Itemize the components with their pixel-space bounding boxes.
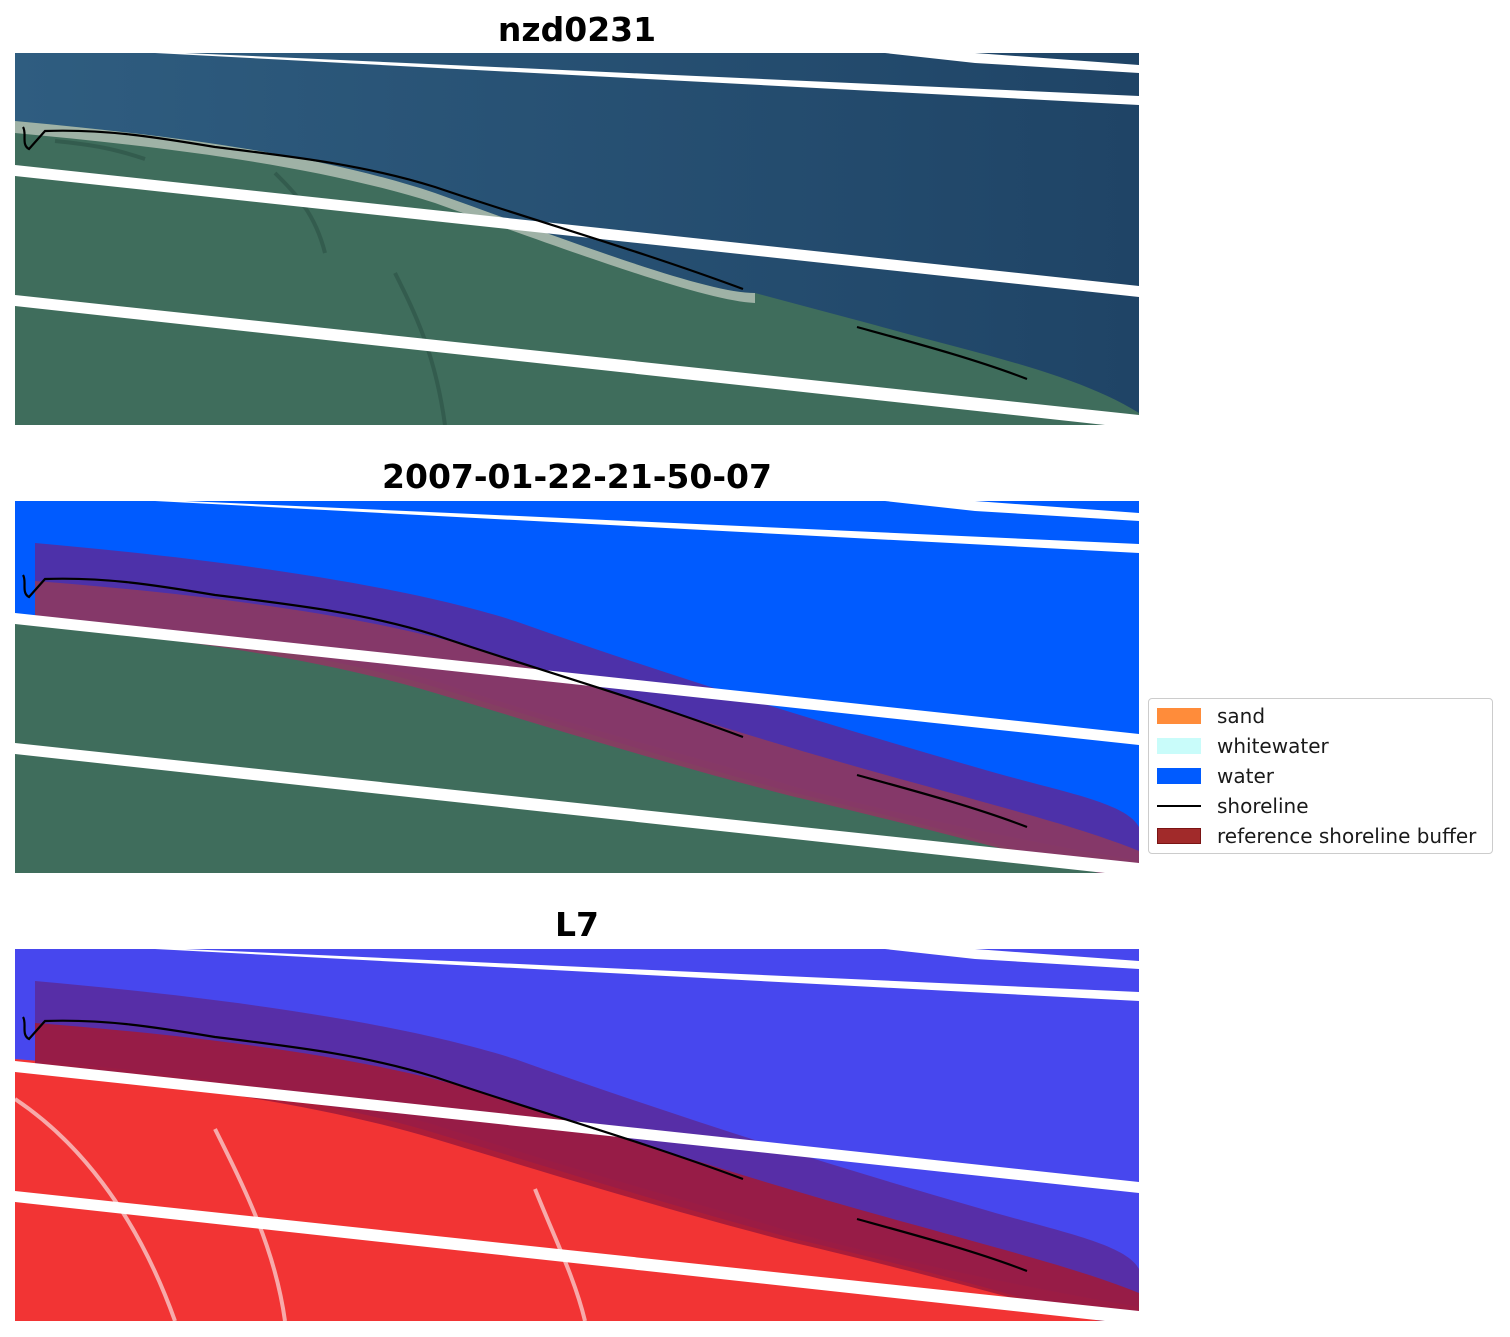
legend-item-shoreline: shoreline	[1157, 791, 1309, 821]
legend-item-sand: sand	[1157, 701, 1265, 731]
legend-label: whitewater	[1217, 734, 1329, 758]
legend-label: water	[1217, 764, 1274, 788]
legend-label: sand	[1217, 704, 1266, 728]
legend-swatch-sand	[1157, 708, 1201, 724]
legend-swatch-reference-buffer	[1157, 828, 1201, 844]
panel-title-rgb: nzd0231	[497, 10, 657, 49]
legend-swatch-water	[1157, 768, 1201, 784]
legend: sand whitewater water shoreline referenc…	[1148, 698, 1493, 854]
legend-swatch-shoreline	[1157, 805, 1201, 807]
panel-image-rgb	[15, 53, 1139, 425]
legend-item-reference-buffer: reference shoreline buffer	[1157, 821, 1476, 851]
panel-title-classified: 2007-01-22-21-50-07	[382, 457, 772, 496]
legend-swatch-whitewater	[1157, 738, 1201, 754]
legend-label: reference shoreline buffer	[1217, 824, 1477, 848]
panel-image-index	[15, 949, 1139, 1321]
legend-label: shoreline	[1217, 794, 1309, 818]
panel-title-index: L7	[555, 905, 599, 944]
legend-item-water: water	[1157, 761, 1274, 791]
legend-item-whitewater: whitewater	[1157, 731, 1329, 761]
panel-image-classified	[15, 501, 1139, 873]
